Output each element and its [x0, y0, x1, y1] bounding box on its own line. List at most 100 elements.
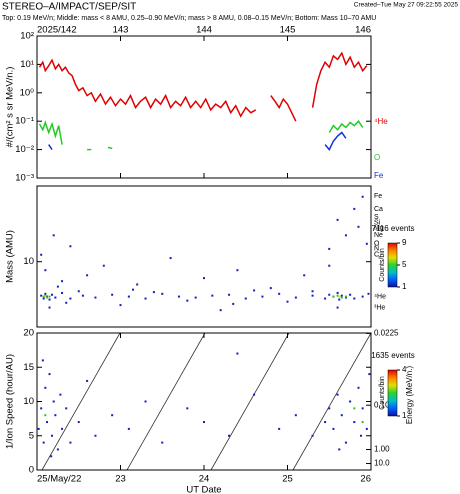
- point: [69, 297, 72, 300]
- line: [324, 131, 347, 151]
- y2-tick-label: 10.0: [374, 459, 390, 468]
- data-layer: [37, 352, 371, 458]
- mass-label: ⁴He: [374, 293, 386, 300]
- point: [332, 295, 335, 298]
- mass-label: Si: [374, 219, 381, 226]
- x-tick-label: 2025/142: [37, 25, 77, 36]
- point: [269, 287, 272, 290]
- point: [54, 296, 57, 299]
- data-layer: [38, 51, 368, 151]
- point: [361, 407, 364, 410]
- point: [40, 407, 43, 410]
- point: [359, 434, 362, 437]
- point: [111, 293, 114, 296]
- point: [303, 274, 306, 277]
- y-axis-label: 1/Ion Speed (hour/AU): [5, 354, 16, 449]
- point: [37, 427, 40, 430]
- point: [44, 295, 47, 298]
- point: [56, 285, 59, 288]
- line: [328, 120, 364, 133]
- data-layer: [40, 195, 370, 312]
- point: [353, 297, 356, 300]
- y2-axis-label: Energy (MeV/n.): [405, 366, 414, 425]
- point: [54, 414, 57, 417]
- created: Created–Tue May 27 09:22:55 2025: [354, 2, 459, 9]
- point: [344, 295, 347, 298]
- point: [61, 280, 64, 283]
- axes-frame: [36, 35, 372, 179]
- x-tick-label: 146: [355, 25, 371, 36]
- y-axis-label: #/(cm² s sr MeV/n.): [5, 67, 16, 148]
- point: [353, 207, 356, 210]
- mass-label: Fe: [374, 193, 382, 200]
- point: [253, 393, 256, 396]
- y-tick-label: 15: [23, 362, 34, 373]
- point: [144, 297, 147, 300]
- point: [42, 441, 45, 444]
- colorbar-label: Counts/bin: [379, 376, 386, 410]
- mass-label: ³He: [374, 304, 385, 311]
- point: [328, 247, 331, 250]
- point: [186, 407, 189, 410]
- point: [324, 421, 327, 424]
- point: [51, 293, 54, 296]
- legend-label: O: [374, 153, 380, 162]
- point: [203, 421, 205, 424]
- y-tick-label: 10: [23, 396, 34, 407]
- point: [232, 302, 235, 305]
- point: [94, 296, 97, 299]
- point: [81, 294, 84, 297]
- subtitle: Top: 0.19 MeV/n; Middle: mass < 8 AMU, 0…: [2, 15, 376, 22]
- line: [311, 51, 368, 108]
- point: [344, 441, 347, 444]
- point: [65, 407, 68, 410]
- x-tick-label: 143: [113, 25, 129, 36]
- y-tick-label: 10: [23, 256, 34, 267]
- point: [161, 292, 164, 295]
- point: [169, 257, 172, 260]
- line: [48, 144, 53, 151]
- point: [353, 421, 356, 424]
- point: [44, 414, 47, 417]
- point: [353, 407, 356, 410]
- y-tick-label: 10⁻¹: [15, 116, 34, 127]
- point: [340, 294, 343, 297]
- point: [228, 293, 231, 296]
- point: [336, 306, 339, 309]
- mass-label: C: [374, 252, 379, 259]
- point: [278, 427, 281, 430]
- line: [270, 95, 297, 122]
- point: [56, 448, 59, 451]
- x-tick-label: 26: [360, 474, 371, 485]
- point: [261, 295, 264, 298]
- point: [127, 427, 130, 430]
- point: [244, 297, 247, 300]
- point: [48, 295, 51, 298]
- point: [42, 297, 45, 300]
- point: [340, 414, 343, 417]
- point: [86, 379, 89, 382]
- x-tick-label: 25/May/22: [37, 474, 81, 485]
- point: [361, 421, 364, 424]
- point: [48, 306, 51, 309]
- point: [186, 299, 189, 302]
- legend-label: ⁴He: [374, 117, 388, 126]
- point: [253, 289, 256, 292]
- point: [41, 359, 44, 362]
- colorbar-title: 1635 events: [371, 351, 415, 360]
- point: [46, 296, 49, 299]
- point: [336, 291, 339, 294]
- y-axis-label: Mass (AMU): [5, 230, 16, 283]
- point: [349, 293, 352, 296]
- colorbar-title: 7116 events: [372, 224, 415, 233]
- colorbar: [387, 369, 398, 417]
- y2-tick-label: 0.100: [374, 400, 395, 409]
- x-tick-label: 24: [199, 474, 210, 485]
- mass-label: Mg: [374, 225, 384, 232]
- point: [236, 269, 239, 272]
- point: [286, 300, 289, 303]
- point: [340, 296, 343, 299]
- point: [344, 234, 347, 237]
- colorbar-label: Counts/bin: [379, 248, 386, 282]
- point: [194, 296, 197, 299]
